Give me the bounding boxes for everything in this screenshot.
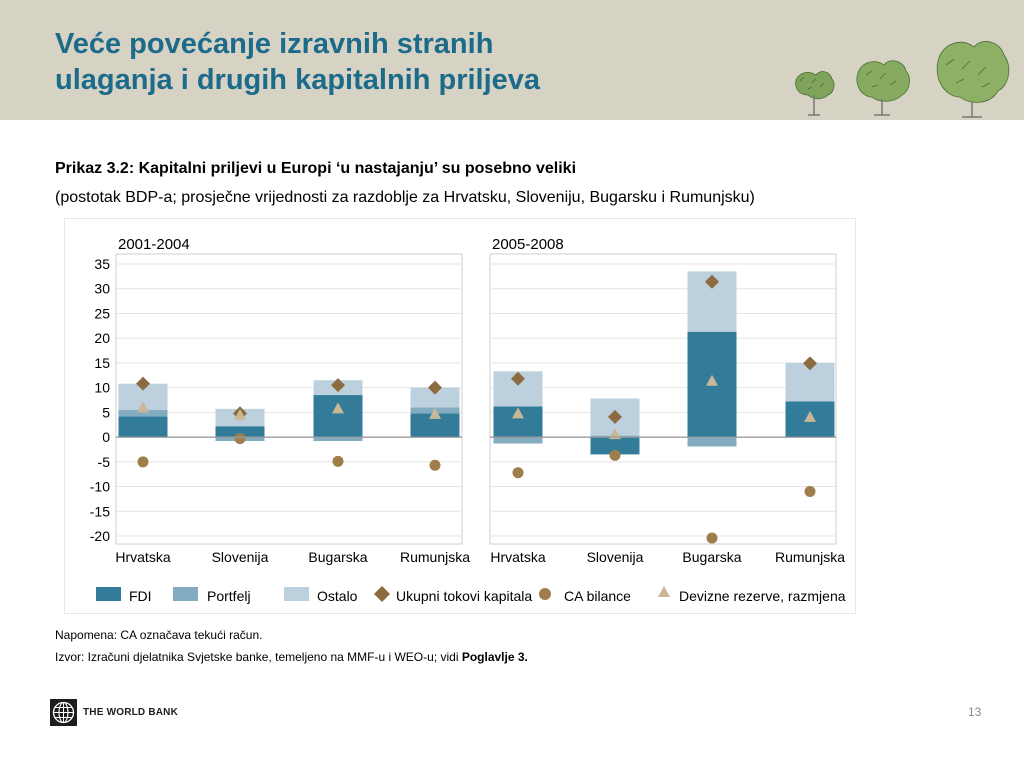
page-title-line-1: Veće povećanje izravnih stranih: [55, 28, 494, 60]
bar-fdi: [590, 437, 640, 455]
page-title: Veće povećanje izravnih stranih ulaganja…: [55, 26, 540, 98]
x-tick-label: Bugarska: [308, 549, 367, 565]
x-tick-label: Hrvatska: [115, 549, 170, 565]
bar-portfelj: [687, 437, 737, 447]
legend-swatch: [539, 588, 551, 600]
chart-title: Prikaz 3.2: Kapitalni priljevi u Europi …: [55, 160, 577, 177]
source-text: Izvor: Izračuni djelatnika Svjetske bank…: [55, 650, 462, 664]
europe-map-medium: [856, 60, 910, 102]
legend-label: Portfelj: [207, 588, 251, 604]
ca-balance-marker: [512, 467, 524, 479]
europe-map-large: [936, 41, 1010, 103]
chart-frame: [64, 218, 856, 614]
bar-fdi: [118, 416, 168, 438]
y-tick-label: 35: [94, 256, 110, 272]
bar-fdi: [313, 395, 363, 438]
panel-plot-area: [115, 253, 463, 545]
ca-balance-marker: [706, 532, 718, 544]
source-chapter-link: Poglavlje 3.: [461, 650, 528, 664]
legend-label: Ukupni tokovi kapitala: [396, 588, 532, 604]
y-tick-label: -20: [90, 528, 110, 544]
total-flows-marker: [803, 356, 817, 371]
ca-balance-marker: [234, 433, 246, 445]
panel-label: 2001-2004: [118, 236, 190, 253]
y-tick-label: 0: [102, 429, 110, 445]
ca-balance-marker: [137, 456, 149, 468]
europe-map-small: [795, 71, 835, 100]
legend-swatch: [374, 586, 390, 602]
europe-maps-illustration: [795, 41, 1010, 118]
reserves-marker: [137, 401, 149, 413]
y-tick-label: 20: [94, 330, 110, 346]
chart-subtitle: (postotak BDP-a; prosječne vrijednosti z…: [55, 189, 755, 206]
reserves-marker: [429, 407, 441, 419]
reserves-marker: [706, 374, 718, 386]
y-tick-label: -5: [98, 454, 111, 470]
bar-fdi: [410, 413, 460, 438]
page-number: 13: [968, 705, 982, 719]
total-flows-marker: [428, 380, 442, 395]
chart-source: Izvor: Izračuni djelatnika Svjetske bank…: [55, 650, 528, 664]
total-flows-marker: [331, 378, 345, 393]
ca-balance-marker: [609, 449, 621, 461]
y-tick-label: 25: [94, 305, 110, 321]
panel-label: 2005-2008: [492, 236, 564, 253]
world-bank-globe-icon: [50, 699, 77, 726]
reserves-marker: [609, 428, 621, 440]
legend-label: Devizne rezerve, razmjena: [679, 588, 846, 604]
ca-balance-marker: [429, 459, 441, 471]
panel-plot-area: [489, 253, 837, 545]
total-flows-marker: [705, 274, 719, 289]
total-flows-marker: [511, 371, 525, 386]
bar-ostalo: [410, 387, 460, 408]
bar-portfelj: [118, 409, 168, 417]
x-tick-label: Bugarska: [682, 549, 741, 565]
y-tick-label: 10: [94, 380, 110, 396]
bar-fdi: [215, 426, 265, 438]
x-tick-label: Slovenija: [212, 549, 269, 565]
x-tick-label: Rumunjska: [400, 549, 470, 565]
legend-swatch: [284, 587, 309, 601]
reserves-marker: [234, 408, 246, 420]
page-title-line-2: ulaganja i drugih kapitalnih priljeva: [55, 64, 541, 96]
y-tick-label: 30: [94, 281, 110, 297]
total-flows-marker: [608, 409, 622, 424]
bar-portfelj: [493, 437, 543, 444]
legend-label: CA bilance: [564, 588, 631, 604]
y-tick-label: 5: [102, 404, 110, 420]
y-tick-label: -15: [90, 503, 110, 519]
ca-balance-marker: [804, 485, 816, 497]
y-tick-label: 15: [94, 355, 110, 371]
total-flows-marker: [136, 376, 150, 391]
legend-swatch: [173, 587, 198, 601]
world-bank-name: THE WORLD BANK: [83, 707, 179, 718]
legend-swatch: [96, 587, 121, 601]
y-tick-label: -10: [90, 479, 110, 495]
x-tick-label: Hrvatska: [490, 549, 545, 565]
legend-swatch: [658, 586, 670, 597]
reserves-marker: [332, 402, 344, 414]
x-tick-label: Rumunjska: [775, 549, 845, 565]
legend-label: Ostalo: [317, 588, 358, 604]
reserves-marker: [804, 410, 816, 422]
x-tick-label: Slovenija: [587, 549, 644, 565]
legend-label: FDI: [129, 588, 152, 604]
chart-note: Napomena: CA označava tekući račun.: [55, 628, 263, 642]
world-bank-logo: THE WORLD BANK: [50, 699, 178, 726]
header-band: Veće povećanje izravnih stranih ulaganja…: [0, 0, 1024, 120]
bar-portfelj: [313, 437, 363, 442]
reserves-marker: [512, 407, 524, 419]
ca-balance-marker: [332, 455, 344, 467]
